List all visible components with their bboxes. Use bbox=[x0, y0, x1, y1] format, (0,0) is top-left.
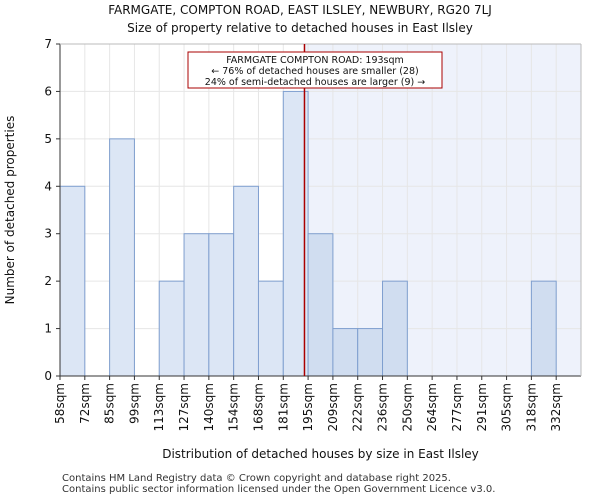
y-tick-label: 7 bbox=[44, 37, 52, 51]
x-tick-label: 236sqm bbox=[376, 383, 390, 431]
y-tick-label: 3 bbox=[44, 227, 52, 241]
histogram-bar bbox=[109, 138, 135, 377]
y-axis-label: Number of detached properties bbox=[3, 116, 17, 305]
annotation-text: ← 76% of detached houses are smaller (28… bbox=[211, 66, 418, 77]
x-tick-label: 58sqm bbox=[53, 383, 67, 424]
chart-title-line-2: Size of property relative to detached ho… bbox=[127, 21, 473, 35]
x-axis-label: Distribution of detached houses by size … bbox=[162, 447, 479, 461]
x-tick-label: 277sqm bbox=[450, 383, 464, 431]
x-tick-label: 154sqm bbox=[227, 383, 241, 431]
x-tick-label: 291sqm bbox=[475, 383, 489, 431]
x-tick-label: 99sqm bbox=[127, 383, 141, 424]
chart-title-line-1: FARMGATE, COMPTON ROAD, EAST ILSLEY, NEW… bbox=[108, 3, 492, 17]
histogram-bar bbox=[382, 280, 408, 377]
x-tick-label: 85sqm bbox=[103, 383, 117, 424]
annotation-text: 24% of semi-detached houses are larger (… bbox=[205, 77, 425, 88]
y-tick-label: 1 bbox=[44, 322, 52, 336]
y-tick-label: 4 bbox=[44, 179, 52, 193]
y-tick-label: 5 bbox=[44, 132, 52, 146]
y-tick-label: 6 bbox=[44, 84, 52, 98]
x-tick-label: 209sqm bbox=[326, 383, 340, 431]
x-tick-label: 264sqm bbox=[425, 383, 439, 431]
x-tick-label: 318sqm bbox=[524, 383, 538, 431]
histogram-bar bbox=[307, 233, 334, 377]
histogram-bar bbox=[208, 233, 235, 377]
histogram-bar bbox=[183, 233, 210, 377]
histogram-bar bbox=[530, 280, 557, 377]
footer-attribution-1: Contains HM Land Registry data © Crown c… bbox=[62, 473, 451, 484]
annotation-text: FARMGATE COMPTON ROAD: 193sqm bbox=[226, 55, 404, 66]
x-tick-label: 332sqm bbox=[549, 383, 563, 431]
x-tick-label: 250sqm bbox=[400, 383, 414, 431]
histogram-bar bbox=[332, 328, 359, 377]
footer-attribution-2: Contains public sector information licen… bbox=[62, 484, 496, 495]
x-tick-label: 127sqm bbox=[177, 383, 191, 431]
annotation-box bbox=[187, 51, 443, 89]
x-tick-label: 72sqm bbox=[78, 383, 92, 424]
histogram-bar bbox=[357, 328, 384, 377]
histogram-bar bbox=[257, 280, 284, 377]
histogram-bar bbox=[158, 280, 185, 377]
x-tick-label: 181sqm bbox=[276, 383, 290, 431]
x-tick-label: 140sqm bbox=[202, 383, 216, 431]
x-tick-label: 113sqm bbox=[152, 383, 166, 431]
histogram-bar bbox=[59, 185, 86, 377]
x-tick-label: 168sqm bbox=[251, 383, 265, 431]
x-tick-label: 195sqm bbox=[301, 383, 315, 431]
x-tick-label: 222sqm bbox=[351, 383, 365, 431]
y-tick-label: 0 bbox=[44, 369, 52, 383]
x-tick-label: 305sqm bbox=[500, 383, 514, 431]
histogram-bar bbox=[233, 185, 259, 377]
y-tick-label: 2 bbox=[44, 274, 52, 288]
